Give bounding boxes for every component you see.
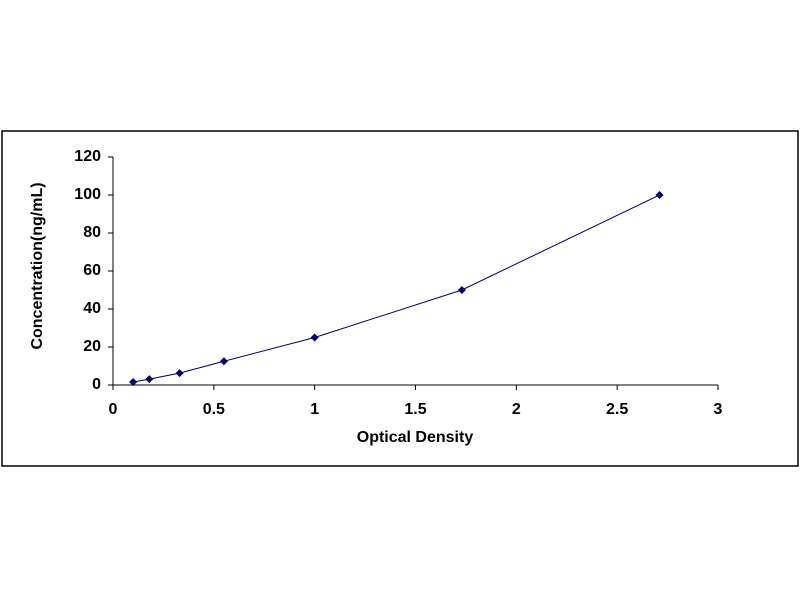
x-tick-label: 3 bbox=[714, 401, 723, 418]
point bbox=[145, 375, 154, 384]
x-tick-label: 1 bbox=[310, 401, 319, 418]
x-tick-label: 0.5 bbox=[203, 401, 225, 418]
point bbox=[655, 191, 664, 199]
y-tick-label: 20 bbox=[83, 338, 101, 355]
y-tick-label: 40 bbox=[83, 300, 101, 317]
point bbox=[129, 378, 138, 387]
y-tick-label: 80 bbox=[83, 224, 101, 241]
y-tick-label: 100 bbox=[74, 186, 101, 203]
y-axis-label: Concentration(ng/mL) bbox=[29, 182, 46, 349]
x-tick-label: 2.5 bbox=[606, 401, 628, 418]
y-tick-label: 60 bbox=[83, 262, 101, 279]
x-axis-label: Optical Density bbox=[357, 429, 474, 446]
y-tick-label: 120 bbox=[74, 148, 101, 165]
chart-frame bbox=[1, 130, 799, 467]
y-tick-label: 0 bbox=[92, 376, 101, 393]
x-tick-label: 1.5 bbox=[404, 401, 426, 418]
point bbox=[310, 333, 319, 342]
x-tick-label: 0 bbox=[109, 401, 118, 418]
point bbox=[175, 369, 184, 378]
x-tick-label: 2 bbox=[512, 401, 521, 418]
point bbox=[219, 357, 228, 366]
point bbox=[457, 286, 466, 294]
